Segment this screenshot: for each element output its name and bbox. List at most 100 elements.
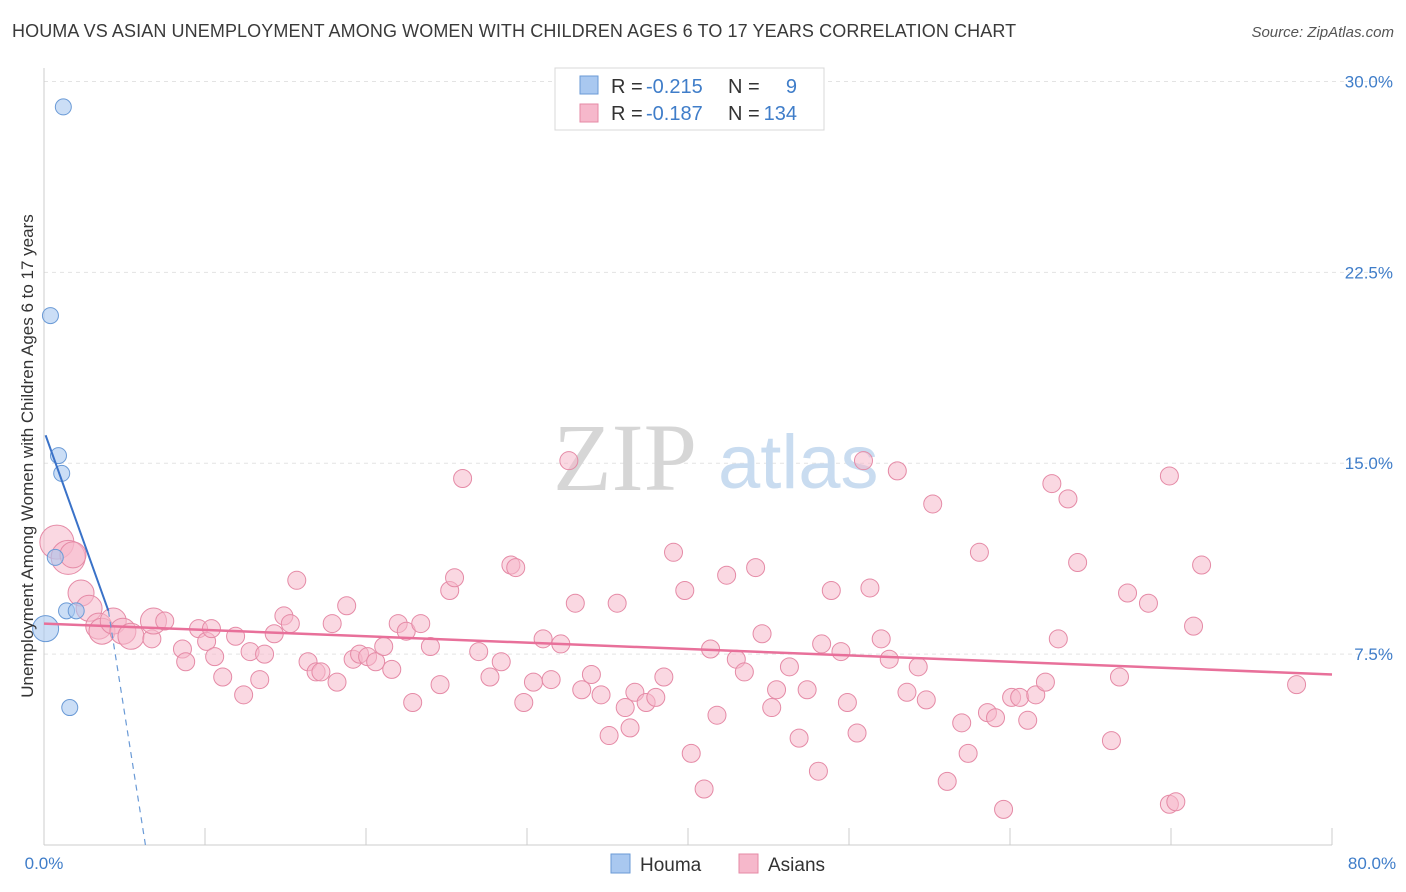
chart-title: HOUMA VS ASIAN UNEMPLOYMENT AMONG WOMEN … (12, 21, 1017, 41)
asians-point-58 (541, 670, 561, 690)
houma-point-7 (32, 615, 60, 643)
series-legend-houma-label: Houma (640, 855, 702, 876)
asians-point-17 (201, 619, 221, 639)
asians-point-113 (1018, 710, 1038, 730)
asians-point-52 (491, 652, 511, 672)
asians-point-106 (958, 743, 978, 763)
y-axis-title: Unemployment Among Women with Children A… (18, 214, 37, 698)
houma-point-0 (54, 98, 72, 116)
asians-point-122 (1118, 583, 1138, 603)
asians-point-64 (591, 685, 611, 705)
asians-point-21 (234, 685, 254, 705)
asians-point-78 (707, 705, 727, 725)
asians-point-72 (654, 667, 674, 687)
asians-point-60 (559, 451, 579, 471)
asians-point-28 (287, 570, 307, 590)
asians-point-95 (853, 451, 873, 471)
asians-point-23 (250, 670, 270, 690)
asians-point-56 (523, 672, 543, 692)
legend-asians-swatch (579, 103, 599, 123)
asians-point-117 (1048, 629, 1068, 649)
houma-trend-line (44, 434, 110, 612)
asians-point-34 (337, 596, 357, 616)
asians-point-33 (327, 672, 347, 692)
asians-point-44 (411, 614, 431, 634)
asians-point-18 (205, 647, 225, 667)
stats-legend: R = -0.215 N = 9 R = -0.187 N = 134 (554, 67, 825, 131)
y-tick-label-3: 30.0% (1345, 72, 1393, 91)
asians-point-55 (514, 692, 534, 712)
asians-point-103 (923, 494, 943, 514)
y-tick-label-2: 22.5% (1345, 263, 1393, 282)
houma-points (32, 98, 85, 717)
asians-point-119 (1068, 552, 1088, 572)
legend-asians-n-value: 134 (764, 103, 797, 125)
asians-point-49 (453, 468, 473, 488)
x-tick-label-min: 0.0% (25, 854, 64, 873)
asians-point-12 (155, 611, 175, 631)
asians-point-50 (469, 642, 489, 662)
asians-point-14 (176, 652, 196, 672)
asians-point-46 (430, 675, 450, 695)
series-legend-asians-swatch (738, 853, 759, 874)
asians-point-86 (779, 657, 799, 677)
legend-houma-r-label: R = (611, 76, 643, 98)
asians-point-107 (969, 542, 989, 562)
y-axis-tick-labels: 7.5% 15.0% 22.5% 30.0% (1345, 72, 1393, 664)
asians-point-129 (1287, 675, 1307, 695)
asians-point-120 (1101, 731, 1121, 751)
asians-point-90 (812, 634, 832, 654)
asians-point-128 (1166, 792, 1186, 812)
legend-asians-n-label: N = (728, 103, 760, 125)
asians-point-87 (789, 728, 809, 748)
asians-point-84 (762, 698, 782, 718)
asians-trend-line (43, 622, 1333, 676)
source-credit: Source: ZipAtlas.com (1251, 24, 1394, 41)
asians-point-96 (860, 578, 880, 598)
asians-point-79 (717, 565, 737, 585)
asians-point-61 (565, 593, 585, 613)
asians-point-100 (897, 682, 917, 702)
asians-point-38 (366, 652, 386, 672)
asians-point-81 (734, 662, 754, 682)
houma-point-4 (46, 548, 64, 566)
asians-point-65 (599, 726, 619, 746)
asians-point-68 (620, 718, 640, 738)
watermark: ZIP atlas (553, 404, 879, 511)
asians-point-27 (280, 614, 300, 634)
asians-point-67 (615, 698, 635, 718)
asians-point-75 (681, 743, 701, 763)
asians-point-109 (986, 708, 1006, 728)
legend-asians-r-value: -0.187 (646, 103, 703, 125)
series-legend-asians-label: Asians (768, 855, 825, 876)
legend-houma-n-label: N = (728, 76, 760, 98)
asians-point-99 (887, 461, 907, 481)
asians-point-102 (916, 690, 936, 710)
asians-point-57 (533, 629, 553, 649)
asians-point-92 (831, 642, 851, 662)
asians-point-112 (1010, 687, 1030, 707)
houma-point-6 (67, 602, 85, 620)
legend-houma-n-value: 9 (786, 76, 797, 98)
asians-point-54 (506, 558, 526, 578)
gridlines (44, 80, 1392, 655)
asians-point-115 (1035, 672, 1055, 692)
asians-point-24 (255, 644, 275, 664)
legend-houma-swatch (579, 75, 599, 95)
asians-point-73 (664, 542, 684, 562)
asians-point-118 (1058, 489, 1078, 509)
houma-point-1 (41, 307, 59, 325)
asians-point-40 (382, 659, 402, 679)
asians-point-39 (374, 636, 394, 656)
series-legend-houma-swatch (610, 853, 631, 874)
asians-point-43 (403, 692, 423, 712)
asians-point-104 (937, 771, 957, 791)
asians-point-45 (420, 636, 440, 656)
asians-point-19 (213, 667, 233, 687)
asians-point-124 (1159, 466, 1179, 486)
asians-point-93 (837, 692, 857, 712)
x-tick-label-max: 80.0% (1348, 854, 1396, 873)
houma-point-8 (61, 699, 79, 717)
asians-point-66 (607, 593, 627, 613)
asians-point-83 (752, 624, 772, 644)
